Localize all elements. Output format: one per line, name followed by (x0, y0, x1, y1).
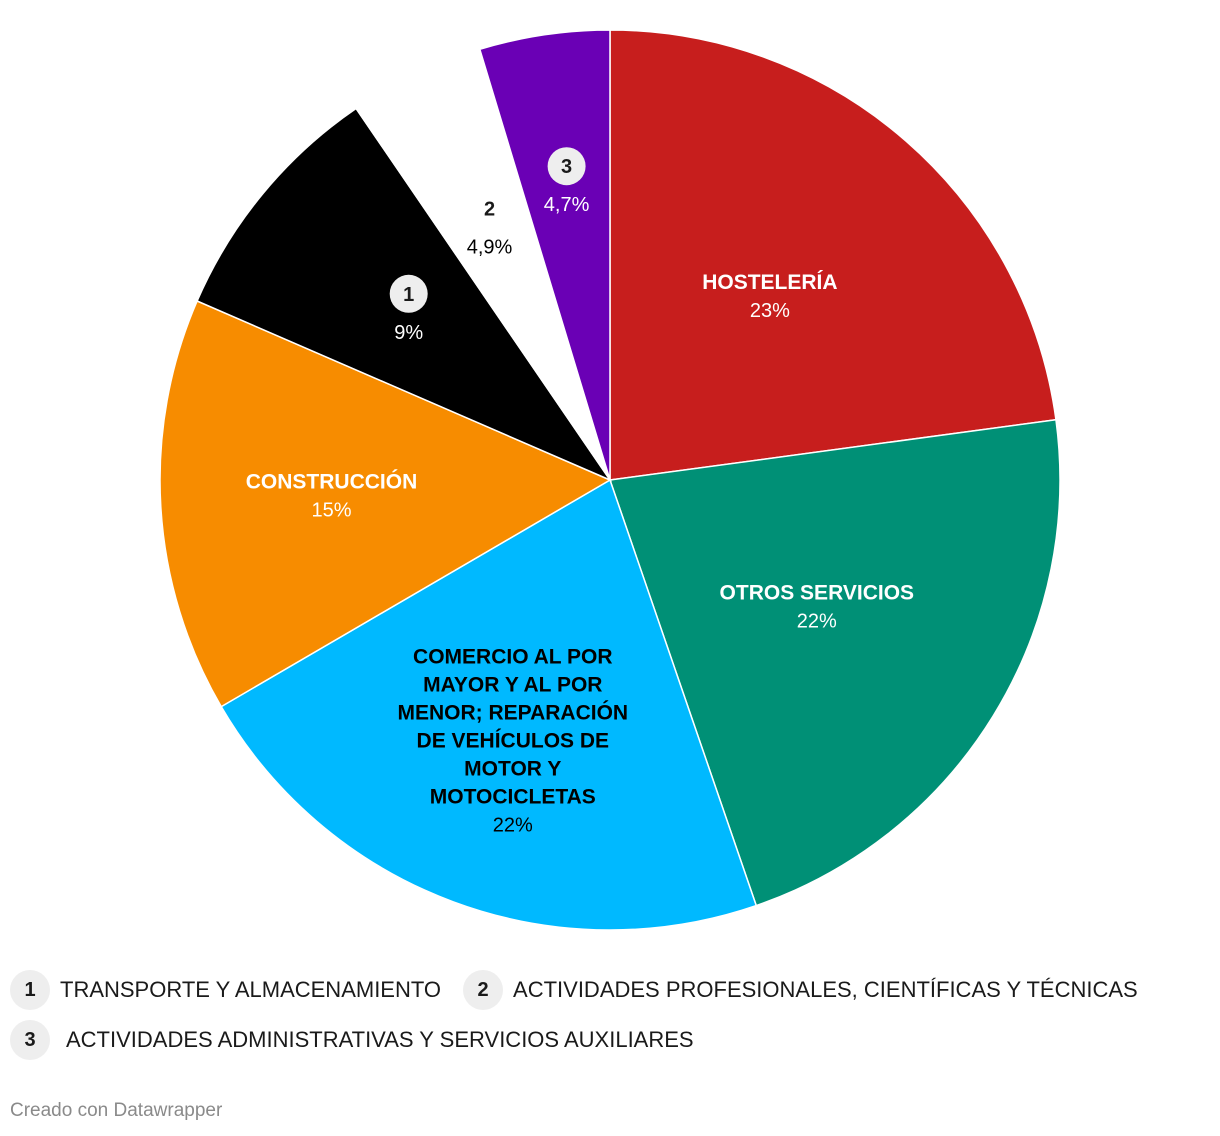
legend-row-1: 1 TRANSPORTE Y ALMACENAMIENTO 2 ACTIVIDA… (10, 966, 1210, 1014)
legend-badge-1: 1 (10, 970, 50, 1010)
pie-slice-otros-servicios[interactable] (608, 418, 1061, 907)
slice-name-otros-servicios-line-1: OTROS SERVICIOS (720, 582, 915, 605)
slice-name-hosteleria-line-1: HOSTELERÍA (702, 271, 837, 294)
pie-slice-hosteleria[interactable] (609, 29, 1057, 481)
legend-label-actividades-administrativas: ACTIVIDADES ADMINISTRATIVAS Y SERVICIOS … (66, 1027, 694, 1052)
legend: 1 TRANSPORTE Y ALMACENAMIENTO 2 ACTIVIDA… (10, 966, 1210, 1066)
slice-label-actividades-administrativas-y: 3 4,7% (544, 147, 590, 216)
slice-label-actividades-profesionales-cientificas: 2 4,9% (467, 198, 513, 258)
pie-slice-comercio-al-por[interactable] (220, 478, 758, 931)
slice-badge-3: 3 (561, 156, 572, 178)
slice-badge-circle-1 (389, 274, 428, 313)
slice-label-otros-servicios: OTROS SERVICIOS 22% (720, 582, 915, 633)
slice-name-comercio-al-por-line-6: MOTOCICLETAS (430, 786, 596, 809)
slice-name-comercio-al-por-line-5: MOTOR Y (464, 758, 561, 781)
slice-label-transporte-y-almacenamiento: 1 9% (389, 274, 428, 344)
slice-value-transporte-y-almacenamiento: 9% (394, 322, 423, 344)
slice-badge-circle-3 (547, 147, 586, 186)
pie-slice-construccion[interactable] (159, 300, 612, 708)
slice-value-otros-servicios: 22% (797, 611, 837, 633)
slice-name-construccion-line-1: CONSTRUCCIÓN (246, 470, 418, 494)
slice-value-actividades-administrativas-y: 4,7% (544, 194, 590, 216)
slice-badge-1: 1 (403, 284, 414, 306)
legend-row-2: 3 ACTIVIDADES ADMINISTRATIVAS Y SERVICIO… (10, 1016, 1210, 1064)
slice-value-comercio-al-por: 22% (493, 815, 533, 837)
slice-label-construccion: CONSTRUCCIÓN 15% (246, 470, 418, 522)
legend-badge-2: 2 (463, 970, 504, 1010)
slice-name-comercio-al-por-line-3: MENOR; REPARACIÓN (397, 701, 628, 725)
pie-slice-actividades-administrativas-y[interactable] (478, 29, 611, 481)
legend-label-transporte: TRANSPORTE Y ALMACENAMIENTO (60, 977, 442, 1002)
slice-label-hosteleria: HOSTELERÍA 23% (702, 271, 837, 322)
legend-item-actividades-profesionales: 2 ACTIVIDADES PROFESIONALES, CIENTÍFICAS… (463, 970, 1138, 1010)
pie-chart: HOSTELERÍA 23% OTROS SERVICIOS 22% COMERCIO … (159, 29, 1061, 931)
footer-credit[interactable]: Creado con Datawrapper (10, 1100, 223, 1121)
slice-label-comercio-al-por: COMERCIO AL POR MAYOR Y AL POR MENOR; REPA… (397, 646, 628, 837)
legend-badge-3: 3 (10, 1020, 50, 1060)
legend-label-actividades-profesionales: ACTIVIDADES PROFESIONALES, CIENTÍFICAS Y… (513, 977, 1138, 1002)
slice-badge-2: 2 (484, 198, 495, 220)
slice-value-hosteleria: 23% (750, 300, 790, 322)
legend-item-transporte: 1 TRANSPORTE Y ALMACENAMIENTO (10, 970, 441, 1010)
legend-item-actividades-administrativas: 3 ACTIVIDADES ADMINISTRATIVAS Y SERVICIO… (10, 1020, 694, 1060)
slice-value-construccion: 15% (311, 500, 351, 522)
slice-name-comercio-al-por-line-1: COMERCIO AL POR (413, 646, 613, 669)
slice-name-comercio-al-por-line-4: DE VEHÍCULOS DE (417, 730, 610, 753)
slice-name-comercio-al-por-line-2: MAYOR Y AL POR (423, 674, 602, 697)
slice-value-actividades-profesionales-cientificas: 4,9% (467, 236, 513, 258)
